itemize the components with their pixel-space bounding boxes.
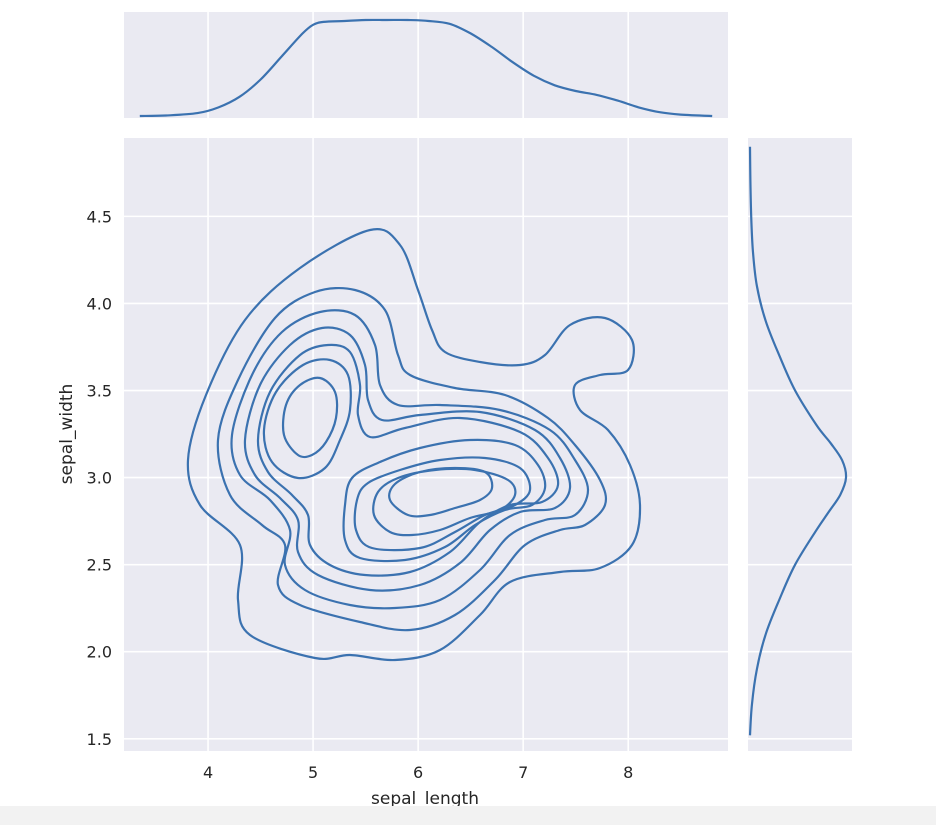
y-tick-label: 3.5 [87,382,112,401]
marginal-y-density-line [748,146,848,736]
x-axis-title: sepal_length [371,789,479,806]
y-axis-title: sepal_width [57,384,77,485]
contour-level-line [243,326,572,592]
window-bottom-strip [0,806,936,825]
marginal-x-density-line [139,18,713,118]
y-tick-labels: 1.5 2.0 2.5 3.0 3.5 4.0 4.5 [87,207,112,748]
y-tick-label: 1.5 [87,730,112,749]
contour-level-line [353,456,532,552]
marginal-x-gridlines [207,12,630,118]
contour-level-line [281,376,339,459]
contour-level-line [216,286,608,632]
x-tick-labels: 4 5 6 7 8 [203,763,633,782]
y-tick-label: 2.0 [87,643,112,662]
joint-kde-figure: 4 5 6 7 8 1.5 2.0 2.5 3.0 3.5 4.0 4.5 sepal_length… [57,12,852,806]
contour-level-line [342,438,547,563]
contour-level-line [388,466,494,518]
contour-level-line [230,309,590,610]
contour-level-line [186,228,642,662]
marginal-y-gridlines [748,215,852,740]
y-tick-label: 2.5 [87,556,112,575]
x-tick-label: 7 [518,763,528,782]
y-tick-label: 4.0 [87,294,112,313]
y-tick-label: 4.5 [87,207,112,226]
contour-level-line [372,467,517,537]
x-tick-label: 8 [623,763,633,782]
marginal-x-plot-area [124,12,728,118]
kde-contours [186,228,642,662]
joint-plot-area [124,138,728,751]
y-tick-label: 3.0 [87,469,112,488]
joint-gridlines [124,138,728,751]
marginal-y-plot-area [748,138,852,751]
x-tick-label: 6 [413,763,423,782]
x-tick-label: 4 [203,763,213,782]
contour-level-line [262,358,352,480]
x-tick-label: 5 [308,763,318,782]
